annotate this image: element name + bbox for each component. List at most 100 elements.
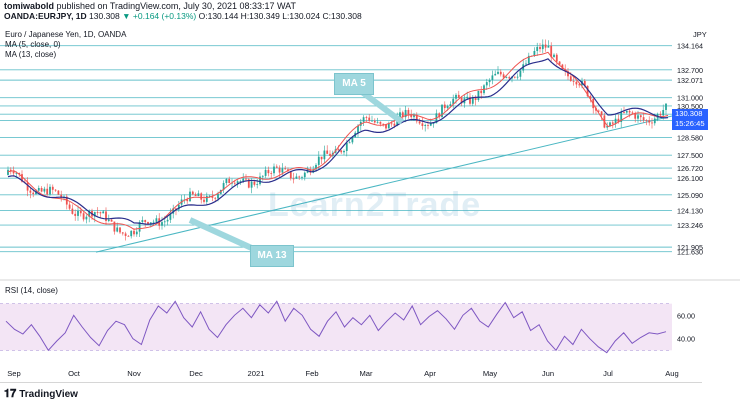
candle-body bbox=[79, 210, 82, 214]
candle-body bbox=[239, 180, 242, 182]
candle-body bbox=[141, 220, 144, 223]
candle-body bbox=[659, 114, 662, 116]
candle-body bbox=[15, 172, 18, 174]
candle-body bbox=[443, 104, 446, 109]
candle-body bbox=[261, 175, 264, 177]
trend-line bbox=[95, 113, 681, 253]
candle-body bbox=[550, 45, 553, 58]
ma13-line bbox=[7, 58, 669, 225]
candle-body bbox=[298, 176, 301, 178]
candle-body bbox=[553, 54, 555, 58]
candle-body bbox=[93, 212, 96, 217]
candle-body bbox=[60, 194, 63, 198]
candle-body bbox=[569, 76, 572, 81]
candle-body bbox=[68, 204, 71, 209]
candle-body bbox=[191, 191, 194, 195]
candle-body bbox=[407, 109, 410, 115]
price-tick-label: 130.500 bbox=[677, 102, 703, 111]
x-tick-label: Sep bbox=[7, 369, 21, 378]
candle-body bbox=[578, 84, 581, 86]
candle-body bbox=[382, 123, 385, 125]
candle-body bbox=[74, 213, 77, 216]
candle-body bbox=[119, 227, 121, 233]
candle-body bbox=[645, 120, 648, 121]
candle-body bbox=[149, 222, 152, 225]
candle-body bbox=[267, 169, 270, 174]
price-tick-label: 134.164 bbox=[677, 42, 703, 51]
candle-body bbox=[259, 176, 261, 185]
author: tomiwabold bbox=[4, 1, 54, 11]
candle-body bbox=[446, 106, 449, 109]
candle-body bbox=[460, 97, 463, 104]
candle-body bbox=[197, 193, 200, 197]
candle-body bbox=[533, 51, 536, 56]
candle-body bbox=[583, 80, 586, 86]
candle-body bbox=[345, 142, 348, 151]
candle-body bbox=[7, 169, 9, 175]
published-text: published on TradingView.com, July 30, 2… bbox=[56, 1, 296, 11]
candle-body bbox=[88, 210, 91, 217]
candle-body bbox=[653, 118, 656, 124]
watermark: Learn2Trade bbox=[268, 186, 482, 224]
candle-body bbox=[600, 111, 603, 116]
price-tick-label: 132.700 bbox=[677, 66, 703, 75]
candle-body bbox=[485, 82, 488, 86]
candle-body bbox=[418, 121, 421, 124]
candle-body bbox=[113, 221, 116, 232]
x-tick-label: Jun bbox=[542, 369, 554, 378]
candle-body bbox=[502, 74, 505, 78]
symbol-bar: OANDA:EURJPY, 1D 130.308 ▼ +0.164 (+0.13… bbox=[4, 11, 362, 21]
candle-body bbox=[362, 117, 365, 122]
candle-body bbox=[617, 118, 620, 122]
chart-canvas[interactable]: 134.164132.700132.071131.000130.500130.0… bbox=[0, 24, 740, 382]
candle-body bbox=[488, 80, 491, 83]
rsi-tick-label: 40.00 bbox=[677, 335, 695, 344]
candle-body bbox=[340, 150, 343, 153]
candle-body bbox=[12, 171, 15, 174]
candle-body bbox=[432, 123, 435, 125]
candle-body bbox=[32, 192, 35, 194]
candle-body bbox=[82, 213, 85, 220]
candle-body bbox=[544, 44, 547, 48]
candle-body bbox=[211, 195, 214, 198]
candle-body bbox=[623, 112, 625, 113]
candle-body bbox=[225, 178, 228, 184]
candle-body bbox=[166, 219, 169, 222]
candle-body bbox=[177, 204, 180, 210]
candle-body bbox=[105, 211, 107, 221]
tradingview-logo-icon: 𝟏𝟕 bbox=[4, 388, 17, 400]
candle-body bbox=[449, 104, 452, 107]
rsi-tick-label: 60.00 bbox=[677, 311, 695, 320]
price-tick-label: 126.720 bbox=[677, 164, 703, 173]
price-tick-label: 127.500 bbox=[677, 151, 703, 160]
candle-body bbox=[606, 126, 609, 128]
chart-frame bbox=[0, 24, 702, 383]
candle-body bbox=[71, 208, 74, 214]
ma5-line bbox=[7, 51, 669, 230]
candle-body bbox=[611, 122, 614, 124]
candle-body bbox=[379, 121, 382, 124]
candle-body bbox=[77, 210, 79, 216]
candle-body bbox=[233, 182, 236, 184]
candle-body bbox=[572, 80, 575, 82]
candle-body bbox=[326, 150, 329, 154]
candle-body bbox=[508, 77, 511, 79]
footer-brand[interactable]: 𝟏𝟕 TradingView bbox=[4, 388, 78, 401]
candle-body bbox=[222, 183, 225, 190]
candle-body bbox=[519, 70, 522, 77]
candle-body bbox=[29, 190, 32, 193]
candle-body bbox=[40, 188, 43, 192]
candle-body bbox=[242, 178, 245, 181]
candle-body bbox=[289, 171, 292, 179]
candle-body bbox=[586, 85, 589, 97]
publish-info: tomiwabold published on TradingView.com,… bbox=[4, 1, 296, 11]
candle-body bbox=[228, 178, 231, 184]
candle-body bbox=[214, 197, 217, 199]
candle-body bbox=[474, 97, 477, 101]
x-tick-label: Apr bbox=[424, 369, 436, 378]
candle-body bbox=[477, 90, 480, 101]
candle-body bbox=[284, 168, 287, 170]
candle-body bbox=[620, 112, 623, 122]
candle-body bbox=[18, 172, 21, 175]
price-tick-label: 123.246 bbox=[677, 221, 703, 230]
